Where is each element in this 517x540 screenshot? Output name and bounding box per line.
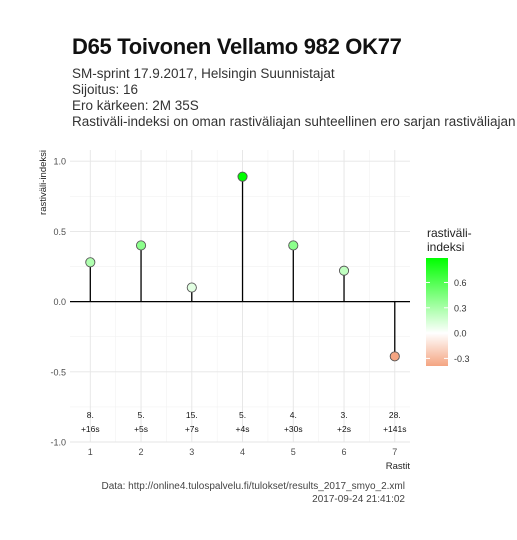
axes: -1.0 -0.5 0.0 0.5 1.0 1 2 3 4 5 6 7 Rastit rastiväli-… (38, 150, 410, 472)
annotation-delta-1: +16s (81, 424, 100, 434)
x-tick-label: 6 (342, 447, 347, 457)
annotation-delta-6: +2s (337, 424, 351, 434)
annotation-rank-7: 28. (389, 410, 401, 420)
point-3 (186, 282, 197, 293)
point-2 (135, 240, 147, 251)
legend: rastiväli-indeksi 0.6 0.3 0.0 -0.3 (426, 226, 472, 366)
y-axis-title: rastiväli-indeksi (38, 150, 49, 215)
annotation-delta-2: +5s (134, 424, 148, 434)
subtitle-description: Rastiväli-indeksi on oman rastiväliajan … (72, 114, 517, 129)
annotation-delta-5: +30s (284, 424, 303, 434)
point-1 (85, 257, 96, 268)
x-tick-label: 3 (189, 447, 194, 457)
annotation-rank-3: 15. (186, 410, 198, 420)
legend-tick-label: 0.6 (454, 278, 467, 288)
y-tick-label: 0.5 (53, 227, 66, 237)
legend-tick-label: 0.0 (454, 329, 467, 339)
grid (70, 150, 410, 443)
y-tick-label: 0.0 (53, 297, 66, 307)
point-5 (288, 240, 299, 251)
point-7 (389, 351, 400, 362)
legend-title-line2: indeksi (427, 240, 464, 254)
point-6 (338, 265, 350, 276)
annotation-rank-6: 3. (340, 410, 347, 420)
annotation-rank-4: 5. (239, 410, 246, 420)
data-source-caption: Data: http://online4.tulospalvelu.fi/tul… (101, 481, 405, 492)
legend-tick-label: -0.3 (454, 354, 470, 364)
x-tick-label: 7 (392, 447, 397, 457)
timestamp-caption: 2017-09-24 21:41:02 (312, 494, 405, 505)
annotation-delta-7: +141s (383, 424, 406, 434)
annotation-rank-1: 8. (87, 410, 94, 420)
annotation-delta-3: +7s (185, 424, 199, 434)
annotation-rank-2: 5. (137, 410, 144, 420)
subtitle-rank: Sijoitus: 16 (72, 82, 139, 97)
subtitle-gap: Ero kärkeen: 2M 35S (72, 98, 199, 113)
x-tick-label: 5 (291, 447, 296, 457)
annotation-rank-5: 4. (290, 410, 297, 420)
legend-colorbar (426, 258, 448, 366)
legend-title-line1: rastiväli- (427, 226, 472, 240)
x-tick-label: 4 (240, 447, 245, 457)
y-tick-label: -0.5 (50, 367, 66, 377)
x-tick-label: 2 (139, 447, 144, 457)
data-marks (70, 171, 410, 362)
annotations: 8. +16s 5. +5s 15. +7s 5. +4s 4. +30s 3. +2s 28. +141… (81, 410, 407, 434)
x-tick-label: 1 (88, 447, 93, 457)
chart-title: D65 Toivonen Vellamo 982 OK77 (72, 34, 402, 59)
subtitle-event: SM-sprint 17.9.2017, Helsingin Suunnista… (72, 66, 335, 81)
legend-tick-label: 0.3 (454, 303, 467, 313)
x-axis-title: Rastit (386, 461, 411, 472)
y-tick-label: 1.0 (53, 157, 66, 167)
annotation-delta-4: +4s (236, 424, 250, 434)
y-tick-label: -1.0 (50, 438, 66, 448)
point-4 (237, 171, 248, 182)
